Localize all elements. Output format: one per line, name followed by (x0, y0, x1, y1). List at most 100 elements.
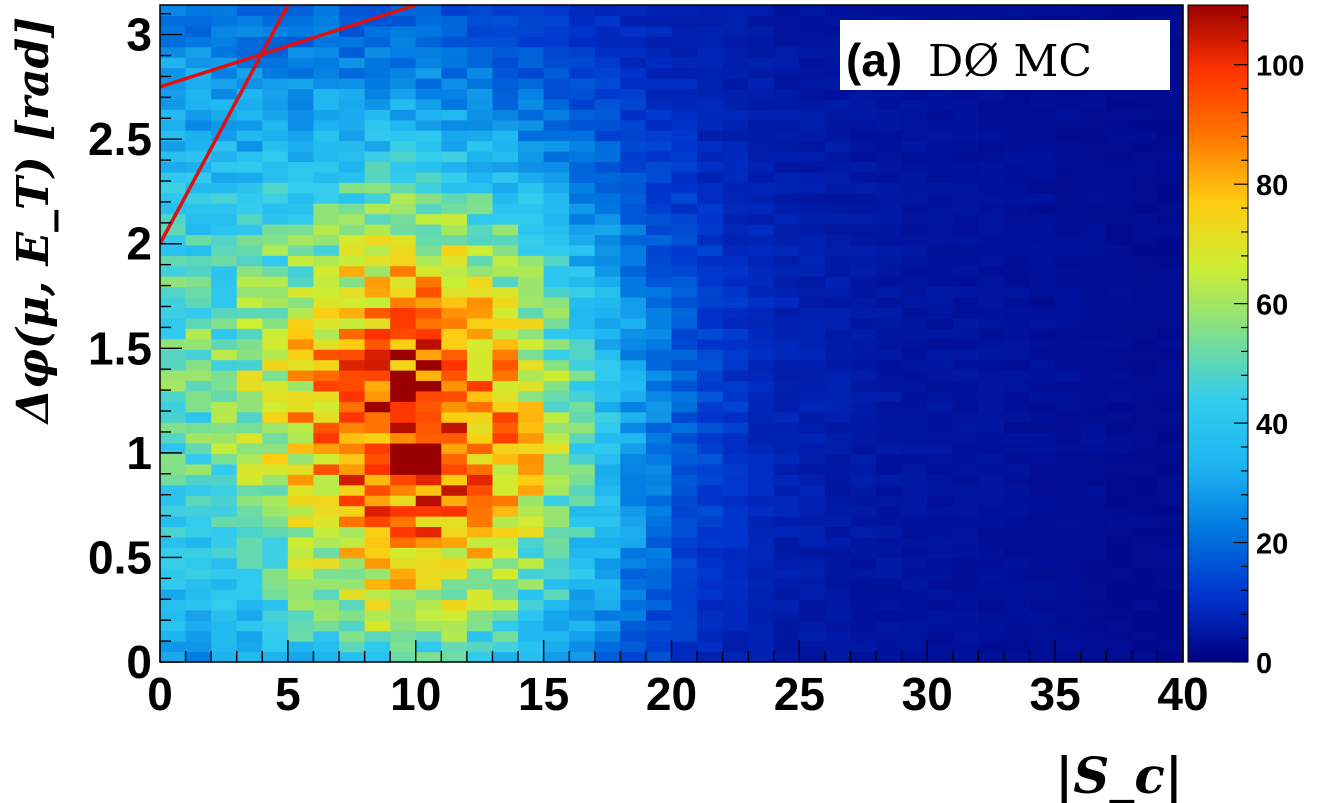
heatmap-cell (671, 244, 698, 256)
heatmap-cell (850, 432, 877, 444)
heatmap-cell (160, 203, 187, 215)
heatmap-cell (824, 15, 852, 27)
heatmap-cell (236, 516, 263, 528)
heatmap-cell (339, 463, 366, 475)
heatmap-cell (492, 401, 519, 413)
heatmap-cell (364, 151, 391, 163)
heatmap-cell (773, 317, 800, 329)
heatmap-cell (160, 130, 187, 142)
heatmap-cell (645, 286, 673, 298)
heatmap-cell (824, 443, 852, 455)
heatmap-cell (978, 338, 1005, 350)
heatmap-cell (313, 140, 340, 152)
heatmap-cell (569, 463, 596, 475)
heatmap-cell (722, 67, 749, 79)
heatmap-cell (185, 516, 212, 528)
heatmap-cell (339, 380, 366, 392)
heatmap-cell (697, 578, 724, 590)
heatmap-cell (211, 411, 238, 423)
heatmap-cell (876, 140, 903, 152)
heatmap-cell (211, 171, 238, 183)
experiment-label: DØ MC (928, 36, 1092, 87)
heatmap-cell (594, 526, 621, 538)
heatmap-cell (415, 474, 442, 486)
heatmap-cell (799, 484, 826, 496)
heatmap-cell (748, 568, 775, 580)
heatmap-cell (748, 78, 775, 90)
heatmap-cell (773, 338, 800, 350)
heatmap-cell (901, 536, 928, 548)
heatmap-cell (441, 536, 468, 548)
heatmap-cell (978, 98, 1005, 110)
heatmap-cell (313, 151, 340, 163)
heatmap-cell (620, 25, 647, 37)
heatmap-cell (211, 36, 238, 48)
heatmap-cell (748, 88, 775, 100)
heatmap-cell (1029, 380, 1056, 392)
heatmap-cell (594, 536, 621, 548)
heatmap-cell (492, 536, 519, 548)
heatmap-cell (1055, 536, 1082, 548)
heatmap-cell (773, 463, 800, 475)
heatmap-cell (569, 474, 596, 486)
heatmap-cell (773, 130, 800, 142)
heatmap-cell (799, 140, 826, 152)
heatmap-cell (773, 98, 800, 110)
heatmap-cell (1131, 213, 1159, 225)
heatmap-cell (262, 151, 289, 163)
heatmap-cell (799, 609, 826, 621)
heatmap-cell (620, 589, 647, 601)
heatmap-cell (236, 422, 263, 434)
heatmap-cell (313, 328, 340, 340)
heatmap-cell (543, 88, 570, 100)
heatmap-cell (722, 401, 749, 413)
heatmap-cell (262, 317, 289, 329)
heatmap-cell (339, 411, 366, 423)
heatmap-cell (824, 411, 852, 423)
heatmap-cell (1131, 88, 1159, 100)
heatmap-cell (824, 578, 852, 590)
heatmap-cell (671, 276, 698, 288)
heatmap-cell (594, 630, 621, 642)
heatmap-cell (313, 349, 340, 361)
heatmap-cell (1003, 244, 1031, 256)
heatmap-cell (1157, 463, 1184, 475)
heatmap-cell (1029, 182, 1056, 194)
heatmap-cell (876, 609, 903, 621)
heatmap-cell (645, 328, 673, 340)
heatmap-cell (185, 88, 212, 100)
heatmap-cell (1029, 161, 1056, 173)
heatmap-cell (594, 57, 621, 69)
heatmap-cell (1003, 359, 1031, 371)
heatmap-cell (543, 36, 570, 48)
heatmap-cell (722, 568, 749, 580)
heatmap-cell (594, 349, 621, 361)
heatmap-cell (876, 98, 903, 110)
heatmap-cell (1106, 411, 1133, 423)
heatmap-cell (211, 547, 238, 559)
heatmap-cell (518, 297, 545, 309)
heatmap-cell (850, 495, 877, 507)
heatmap-cell (518, 78, 545, 90)
heatmap-cell (1131, 98, 1159, 110)
heatmap-cell (748, 25, 775, 37)
heatmap-cell (339, 641, 366, 653)
heatmap-cell (645, 276, 673, 288)
heatmap-cell (645, 651, 673, 663)
heatmap-cell (1055, 589, 1082, 601)
heatmap-cell (543, 609, 570, 621)
heatmap-cell (594, 495, 621, 507)
heatmap-cell (185, 589, 212, 601)
heatmap-cell (364, 25, 391, 37)
heatmap-cell (1157, 578, 1184, 590)
heatmap-cell (518, 130, 545, 142)
heatmap-cell (185, 140, 212, 152)
heatmap-cell (339, 224, 366, 236)
heatmap-cell (620, 390, 647, 402)
heatmap-cell (850, 161, 877, 173)
heatmap-cell (211, 349, 238, 361)
heatmap-cell (773, 505, 800, 517)
heatmap-cell (722, 234, 749, 246)
heatmap-cell (287, 328, 315, 340)
heatmap-cell (287, 547, 315, 559)
